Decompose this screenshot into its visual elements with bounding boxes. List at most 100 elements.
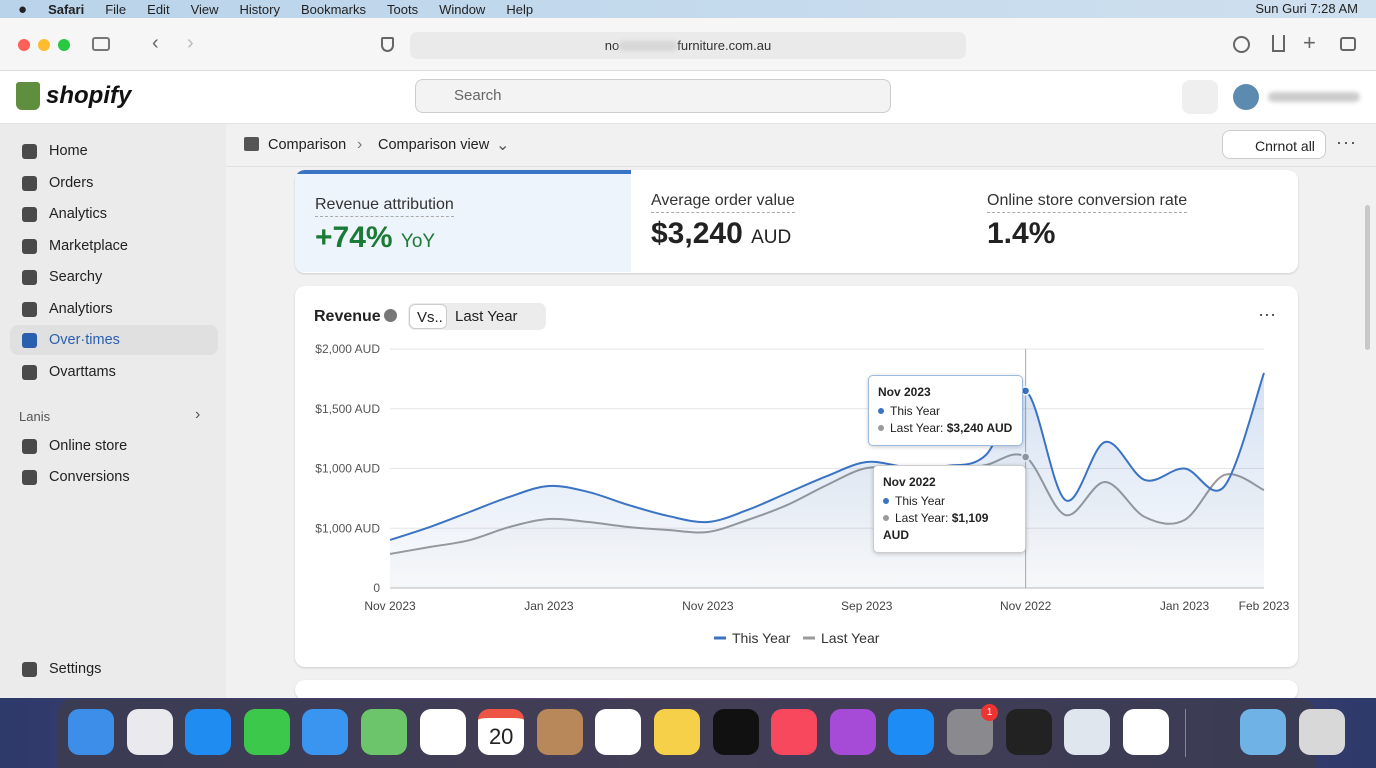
share-button[interactable] <box>1272 35 1285 52</box>
comparison-toggle[interactable]: Vs.. Last Year <box>408 303 546 330</box>
dock-icon[interactable] <box>243 709 290 755</box>
nav-label: Over·times <box>49 332 120 348</box>
url-text: furniture.com.au <box>677 38 772 53</box>
dock-icon[interactable] <box>1064 709 1111 755</box>
view-chevron[interactable]: ⌄ <box>496 137 510 154</box>
kpi[interactable]: Average order value $3,240 AUD <box>631 170 967 272</box>
minimize-button[interactable] <box>38 39 50 51</box>
more-button[interactable]: ··· <box>1336 132 1357 152</box>
nav-item[interactable]: Analytiors <box>10 294 218 324</box>
close-button[interactable] <box>18 39 30 51</box>
nav-item[interactable]: Orders <box>10 168 218 198</box>
kpi-label: Online store conversion rate <box>987 192 1188 213</box>
nav-label: Searchy <box>49 269 103 285</box>
dock-icon[interactable] <box>888 709 935 755</box>
x-tick-label: Sep 2023 <box>841 599 893 613</box>
view-selector[interactable]: Comparison view <box>378 137 490 153</box>
tooltip: Nov 2023 This Year Last Year: $3,240 AUD <box>868 375 1023 446</box>
tabs-button[interactable] <box>1340 37 1356 51</box>
dock-icon[interactable] <box>829 709 876 755</box>
dock-icon[interactable] <box>1240 709 1286 755</box>
dock-icon[interactable] <box>595 709 642 755</box>
notifications-button[interactable] <box>1182 80 1218 114</box>
dock-icon[interactable]: 20 <box>478 709 525 755</box>
next-card <box>295 680 1298 700</box>
nav-item[interactable]: Online store <box>10 431 218 461</box>
y-tick-label: $1,000 AUD <box>315 462 380 476</box>
kpi-card: Revenue attribution +74% YoY Average ord… <box>295 170 1298 273</box>
badge: 1 <box>981 704 998 721</box>
address-bar[interactable]: no furniture.com.au <box>410 32 966 59</box>
menu-item[interactable]: File <box>105 1 127 17</box>
menu-item[interactable]: Help <box>506 1 534 17</box>
apple-menu[interactable]: ● <box>18 0 28 18</box>
kpi[interactable]: Revenue attribution +74% YoY <box>295 170 631 272</box>
nav-item[interactable]: Over·times <box>10 325 218 355</box>
kpi-label: Revenue attribution <box>315 196 454 217</box>
nav-label: Settings <box>49 661 102 677</box>
dock-icon[interactable] <box>126 709 173 755</box>
area <box>390 372 1264 588</box>
back-button[interactable]: ‹ <box>152 32 159 54</box>
nav-label: Conversions <box>49 469 130 485</box>
kpi-label: Average order value <box>651 192 795 213</box>
tooltip-title: Nov 2022 <box>883 475 936 489</box>
dock-icon[interactable] <box>654 709 700 755</box>
dock-icon[interactable] <box>712 709 759 755</box>
dock-icon[interactable]: 1 <box>947 704 998 755</box>
privacy-icon[interactable] <box>381 37 394 52</box>
dock-icon[interactable] <box>1005 709 1052 755</box>
zoom-button[interactable] <box>58 39 70 51</box>
menu-item[interactable]: View <box>190 1 219 17</box>
menu-item[interactable]: History <box>239 1 280 17</box>
forward-button[interactable]: › <box>187 32 194 54</box>
menu-item[interactable]: Bookmarks <box>300 1 366 17</box>
dock-icon[interactable] <box>536 709 583 755</box>
compare-period[interactable]: Last Year <box>455 308 518 325</box>
section-expand[interactable]: › <box>195 406 201 423</box>
info-icon[interactable] <box>384 309 397 322</box>
kpi[interactable]: Online store conversion rate 1.4% <box>967 170 1298 272</box>
dock-icon[interactable] <box>1122 709 1169 755</box>
export-button[interactable]: Cnrnot all <box>1222 130 1326 159</box>
menu-item[interactable]: Window <box>439 1 486 17</box>
compare-short[interactable]: Vs.. <box>409 304 447 329</box>
section-label: Lanis <box>19 409 51 424</box>
nav-item[interactable]: Home <box>10 136 218 166</box>
nav-label: Home <box>49 143 88 159</box>
menu-item[interactable]: Edit <box>147 1 170 17</box>
download-button[interactable] <box>1233 36 1250 53</box>
legend-label: This Year <box>732 630 791 646</box>
nav-item[interactable]: Marketplace <box>10 231 218 261</box>
scrollbar[interactable] <box>1365 205 1370 350</box>
tooltip-amount: $1,109 AUD <box>883 511 989 542</box>
nav-item[interactable]: Analytics <box>10 199 218 229</box>
dock-icon[interactable] <box>771 709 818 755</box>
dock-icon[interactable] <box>185 709 232 755</box>
dock-icon[interactable] <box>361 709 407 755</box>
dock-icon[interactable] <box>302 709 349 755</box>
nav-item[interactable]: Conversions <box>10 462 218 492</box>
search-box[interactable]: Search <box>415 79 891 113</box>
nav-item[interactable]: Settings <box>10 654 218 684</box>
menu-item[interactable]: Toots <box>387 1 419 17</box>
dock-icon[interactable] <box>419 709 466 755</box>
sidebar-toggle[interactable] <box>92 37 110 51</box>
breadcrumb-root[interactable]: Comparison <box>268 137 347 153</box>
nav-item[interactable]: Searchy <box>10 262 218 292</box>
avatar[interactable] <box>1233 84 1259 110</box>
nav-item[interactable]: Ovarttams <box>10 357 218 387</box>
sidebar: Home Orders Analytics Marketplace Search… <box>0 124 226 698</box>
x-tick-label: Jan 2023 <box>1160 599 1210 613</box>
x-tick-label: Nov 2023 <box>364 599 416 613</box>
dock-icon[interactable] <box>68 709 114 755</box>
menu-app[interactable]: Safari <box>48 1 85 17</box>
chart-menu[interactable]: ··· <box>1258 304 1276 324</box>
page-header: Comparison › Comparison view ⌄ Cnrnot al… <box>226 124 1376 167</box>
nav-label: Orders <box>49 175 94 191</box>
logo[interactable]: shopify <box>16 82 131 110</box>
tooltip-series: This Year <box>895 494 946 508</box>
dock-icon[interactable] <box>1298 709 1345 755</box>
new-tab-button[interactable]: + <box>1303 30 1316 55</box>
